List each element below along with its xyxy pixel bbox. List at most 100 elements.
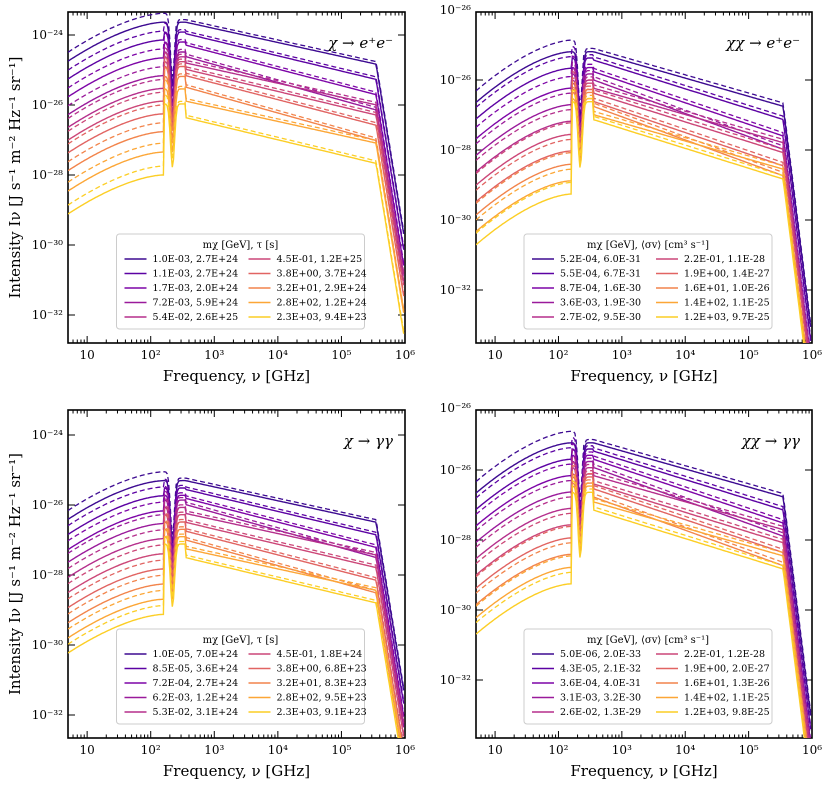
series-line-dashed-2 xyxy=(68,478,405,702)
series-line-dashed-1 xyxy=(68,12,405,232)
y-tick-label: 10⁻²⁶ xyxy=(440,463,471,477)
legend-entry-10: 2.3E+03, 9.1E+23 xyxy=(277,707,367,718)
legend-entry-1: 5.0E-06, 2.0E-33 xyxy=(560,649,641,660)
x-axis-title: Frequency, ν [GHz] xyxy=(163,762,310,780)
series-line-dashed-1 xyxy=(476,430,812,713)
series-line-1 xyxy=(68,479,405,691)
series-line-dashed-8 xyxy=(68,66,405,310)
x-tick-label: 10⁴ xyxy=(268,743,288,757)
series-line-dashed-1 xyxy=(476,39,812,324)
x-tick-label: 10⁴ xyxy=(268,348,288,362)
y-tick-label: 10⁻²⁸ xyxy=(32,168,63,182)
y-tick-label: 10⁻²⁶ xyxy=(440,73,471,87)
legend-entry-7: 1.9E+00, 1.4E-27 xyxy=(684,269,770,280)
x-tick-label: 10⁵ xyxy=(739,743,759,757)
legend-entry-8: 3.2E+01, 2.9E+24 xyxy=(277,283,367,294)
series-line-dashed-10 xyxy=(68,94,405,332)
y-axis-title: Intensity Iν [J s⁻¹ m⁻² Hz⁻¹ sr⁻¹] xyxy=(6,56,24,298)
x-tick-label: 10⁶ xyxy=(395,348,415,362)
legend: mχ [GeV], ⟨σv⟩ [cm³ s⁻¹] 5.2E-04, 6.0E-31… xyxy=(523,233,773,330)
series-line-dashed-6 xyxy=(476,461,809,738)
legend-entry-7: 1.9E+00, 2.0E-27 xyxy=(684,664,770,675)
x-tick-label: 10³ xyxy=(612,348,632,362)
x-tick-label: 10⁵ xyxy=(739,348,759,362)
series-line-1 xyxy=(476,50,812,327)
panel-title: χχ → e⁺e⁻ xyxy=(725,34,800,52)
series-line-dashed-9 xyxy=(476,86,806,343)
axes-frame xyxy=(475,409,813,739)
x-axis-title: Frequency, ν [GHz] xyxy=(570,367,717,385)
x-tick-label: 10⁶ xyxy=(802,743,822,757)
series-line-8 xyxy=(476,482,806,738)
panel-title: χ → e⁺e⁻ xyxy=(327,34,393,52)
legend-entry-5: 5.3E-02, 3.1E+24 xyxy=(153,707,239,718)
series-line-dashed-4 xyxy=(476,61,809,343)
legend-entry-10: 1.2E+03, 9.7E-25 xyxy=(684,312,770,323)
legend-entry-9: 2.8E+02, 9.5E+23 xyxy=(277,693,367,704)
legend-entry-9: 1.4E+02, 1.1E-25 xyxy=(684,298,770,309)
legend-entry-4: 6.2E-03, 1.2E+24 xyxy=(153,693,239,704)
series-line-dashed-7 xyxy=(68,56,405,294)
y-tick-label: 10⁻³² xyxy=(440,283,471,297)
axes-frame xyxy=(67,11,406,344)
x-tick-label: 10⁶ xyxy=(802,348,822,362)
x-tick-label: 10² xyxy=(548,743,568,757)
x-tick-label: 10² xyxy=(141,743,161,757)
legend-title: mχ [GeV], τ [s] xyxy=(203,635,279,646)
legend-entry-9: 2.8E+02, 1.2E+24 xyxy=(277,298,367,309)
legend-entry-8: 1.6E+01, 1.3E-26 xyxy=(684,678,770,689)
series-line-9 xyxy=(68,88,405,313)
legend-entry-3: 8.7E-04, 1.6E-30 xyxy=(560,283,641,294)
x-tick-label: 10² xyxy=(141,348,161,362)
y-tick-label: 10⁻²⁸ xyxy=(440,143,471,157)
panel-4: 10 10² 10³ 10⁴ 10⁵ 10⁶ 10⁻²⁶ 10⁻²⁸ 10⁻³⁰ 10⁻³² 10⁻… xyxy=(440,401,822,780)
legend-entry-2: 4.3E-05, 2.1E-32 xyxy=(560,664,641,675)
legend-box xyxy=(116,628,365,725)
y-tick-label-top: 10⁻²⁶ xyxy=(440,401,471,415)
y-tick-label: 10⁻²⁶ xyxy=(32,98,63,112)
x-axis-title: Frequency, ν [GHz] xyxy=(570,762,717,780)
series-group xyxy=(68,12,405,334)
legend-entry-4: 3.6E-03, 1.9E-30 xyxy=(560,298,641,309)
legend-entry-3: 3.6E-04, 4.0E-31 xyxy=(560,678,641,689)
series-line-3 xyxy=(68,41,405,266)
series-line-dashed-6 xyxy=(68,505,405,735)
series-line-3 xyxy=(476,454,811,738)
x-tick-label: 10⁴ xyxy=(675,348,695,362)
y-tick-label: 10⁻³² xyxy=(440,673,471,687)
series-line-5 xyxy=(68,506,405,724)
legend: mχ [GeV], τ [s] 1.0E-03, 2.7E+24 1.1E-03, … xyxy=(116,233,367,330)
legend-entry-5: 5.4E-02, 2.6E+25 xyxy=(153,312,239,323)
series-line-dashed-7 xyxy=(68,512,403,738)
legend-entry-5: 2.7E-02, 9.5E-30 xyxy=(560,312,641,323)
legend-entry-3: 1.7E-03, 2.0E+24 xyxy=(153,283,239,294)
legend-entry-1: 5.2E-04, 6.0E-31 xyxy=(560,254,641,265)
series-line-dashed-7 xyxy=(476,464,808,738)
y-tick-label: 10⁻²⁴ xyxy=(32,428,63,442)
panel-title: χχ → γγ xyxy=(741,432,800,450)
series-line-1 xyxy=(68,21,405,235)
series-line-8 xyxy=(68,528,401,738)
legend-box xyxy=(523,628,773,725)
series-line-dashed-4 xyxy=(476,449,810,738)
series-line-9 xyxy=(68,535,401,738)
axes-frame xyxy=(67,409,406,739)
series-group xyxy=(476,39,812,343)
legend-title: mχ [GeV], ⟨σv⟩ [cm³ s⁻¹] xyxy=(587,635,709,646)
series-line-6 xyxy=(68,60,405,286)
y-tick-label: 10⁻²⁶ xyxy=(32,498,63,512)
series-line-dashed-9 xyxy=(476,473,808,738)
x-tick-label: 10⁵ xyxy=(331,348,351,362)
legend-entry-7: 3.8E+00, 6.8E+23 xyxy=(277,664,367,675)
series-group xyxy=(68,471,405,738)
x-tick-label: 10⁴ xyxy=(675,743,695,757)
series-line-4 xyxy=(68,51,405,282)
series-line-2 xyxy=(68,487,405,704)
series-line-dashed-8 xyxy=(476,80,805,343)
series-line-dashed-3 xyxy=(476,55,810,343)
series-line-7 xyxy=(68,521,403,738)
legend-box xyxy=(523,233,773,330)
legend-entry-9: 1.4E+02, 1.1E-25 xyxy=(684,693,770,704)
series-line-7 xyxy=(68,65,405,297)
